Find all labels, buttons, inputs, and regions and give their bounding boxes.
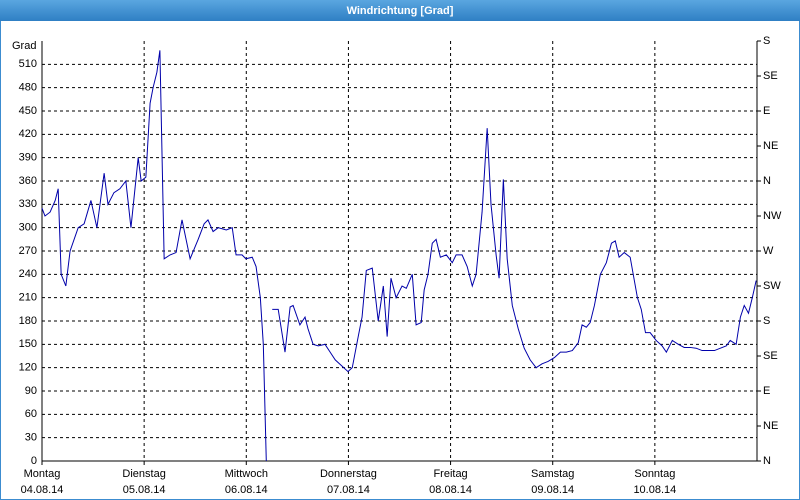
- x-tick-label: Sonntag: [634, 468, 675, 480]
- x-tick-date: 04.08.14: [21, 484, 64, 496]
- y2-tick-label: W: [763, 245, 774, 257]
- x-tick-label: Dienstag: [122, 468, 165, 480]
- y-tick-label: 510: [19, 58, 37, 70]
- x-tick-label: Freitag: [433, 468, 467, 480]
- x-tick-date: 10.08.14: [633, 484, 676, 496]
- x-tick-label: Donnerstag: [320, 468, 377, 480]
- y-tick-label: 120: [19, 362, 37, 374]
- y-tick-label: 450: [19, 105, 37, 117]
- y2-tick-label: E: [763, 385, 770, 397]
- line-series: [41, 50, 757, 462]
- y-tick-label: 300: [19, 222, 37, 234]
- x-tick-label: Montag: [24, 468, 61, 480]
- y-tick-label: 330: [19, 198, 37, 210]
- y-tick-label: 390: [19, 152, 37, 164]
- x-tick-label: Samstag: [531, 468, 574, 480]
- y2-tick-label: N: [763, 455, 771, 467]
- y-tick-label: 240: [19, 268, 37, 280]
- y-tick-label: 480: [19, 82, 37, 94]
- y-tick-label: 0: [31, 455, 37, 467]
- y2-tick-label: NE: [763, 140, 778, 152]
- x-tick-date: 06.08.14: [225, 484, 268, 496]
- y-tick-label: 420: [19, 128, 37, 140]
- y-tick-label: 90: [25, 385, 37, 397]
- y2-tick-label: S: [763, 315, 770, 327]
- y-tick-label: 270: [19, 245, 37, 257]
- y2-tick-label: SE: [763, 350, 778, 362]
- y-axis-label: Grad: [12, 40, 36, 52]
- y2-tick-label: E: [763, 105, 770, 117]
- x-tick-label: Mittwoch: [225, 468, 268, 480]
- y-tick-label: 150: [19, 338, 37, 350]
- chart-title: Windrichtung [Grad]: [347, 5, 454, 17]
- x-tick-date: 07.08.14: [327, 484, 370, 496]
- x-tick-date: 05.08.14: [123, 484, 166, 496]
- y2-tick-label: NE: [763, 420, 778, 432]
- y-tick-label: 30: [25, 432, 37, 444]
- y2-tick-label: N: [763, 175, 771, 187]
- y-tick-label: 180: [19, 315, 37, 327]
- title-bar: [0, 0, 800, 21]
- y2-tick-label: SE: [763, 70, 778, 82]
- x-tick-date: 08.08.14: [429, 484, 472, 496]
- y2-tick-label: NW: [763, 210, 782, 222]
- y2-tick-label: S: [763, 35, 770, 47]
- y2-tick-label: SW: [763, 280, 781, 292]
- y-tick-label: 360: [19, 175, 37, 187]
- y-tick-label: 60: [25, 408, 37, 420]
- y-tick-label: 210: [19, 292, 37, 304]
- x-tick-date: 09.08.14: [531, 484, 574, 496]
